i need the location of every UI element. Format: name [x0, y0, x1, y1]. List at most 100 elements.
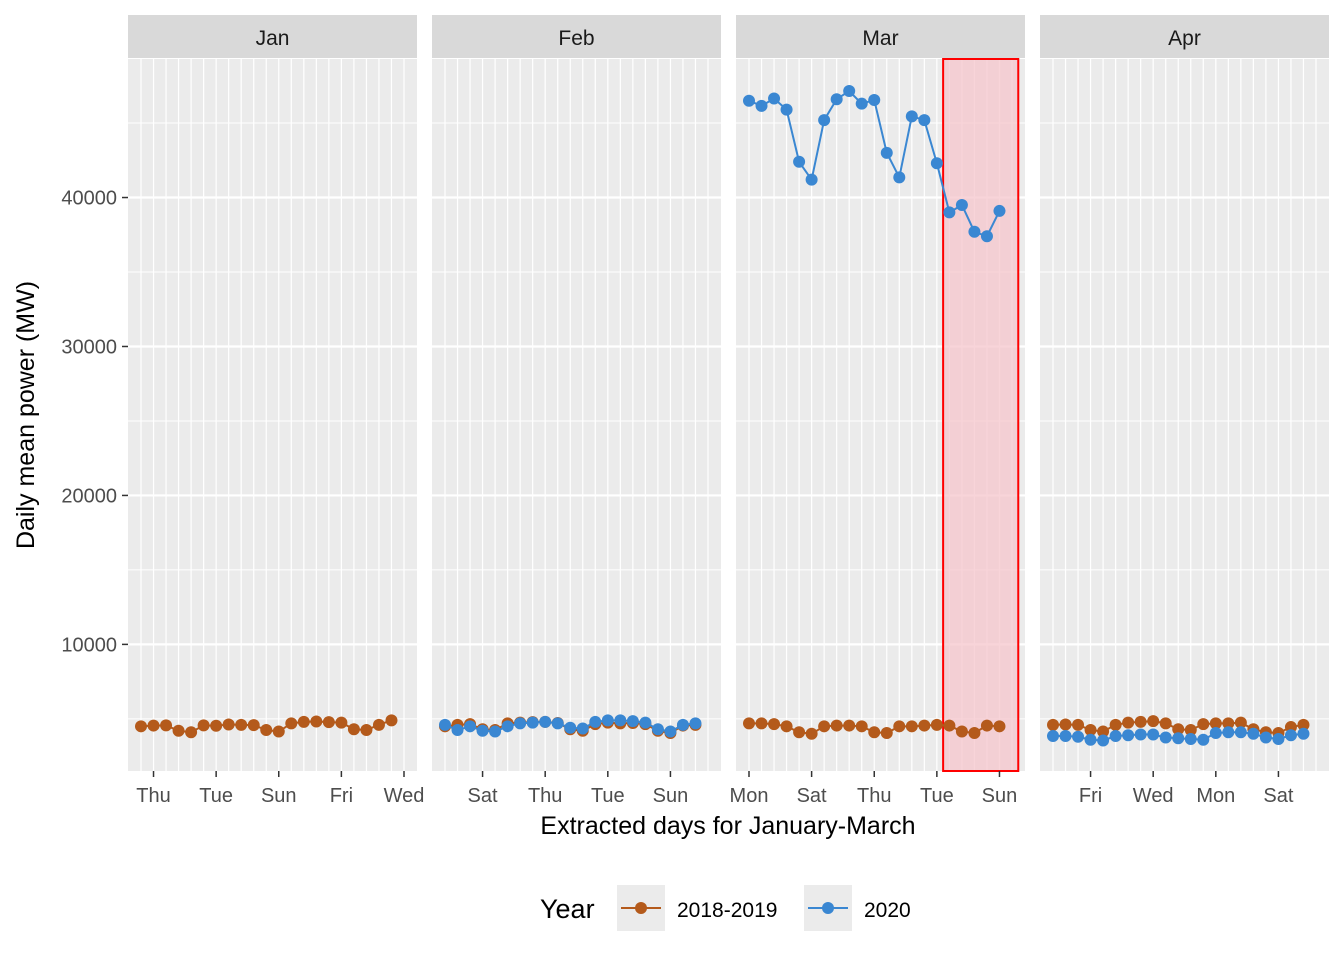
- y-tick-label: 30000: [61, 336, 117, 358]
- data-point-2020: [576, 722, 589, 735]
- data-point-2020: [676, 718, 689, 731]
- data-point-2018-2019: [210, 719, 223, 732]
- panel-mar: Mar Mon Sat Thu Tue Sun: [730, 15, 1025, 807]
- data-point-2018-2019: [260, 724, 273, 737]
- strip-label: Mar: [862, 27, 898, 50]
- data-point-2018-2019: [1147, 715, 1160, 728]
- data-point-2018-2019: [980, 719, 993, 732]
- data-point-2020: [855, 97, 868, 110]
- data-point-2018-2019: [285, 717, 298, 730]
- data-point-2020: [501, 720, 514, 733]
- highlight-region: [942, 58, 1020, 772]
- data-point-2018-2019: [905, 720, 918, 733]
- data-point-2018-2019: [780, 720, 793, 733]
- data-point-2020: [1209, 727, 1222, 740]
- data-point-2018-2019: [1172, 723, 1185, 736]
- strip-feb: [432, 15, 721, 58]
- legend-point-2020: [822, 902, 834, 914]
- data-point-2018-2019: [385, 714, 398, 727]
- data-point-2020: [539, 715, 552, 728]
- data-point-2018-2019: [1047, 718, 1059, 731]
- data-point-2018-2019: [843, 719, 856, 732]
- data-point-2018-2019: [247, 719, 260, 732]
- data-point-2020: [1159, 731, 1172, 744]
- x-tick-label: Tue: [920, 785, 954, 807]
- data-point-2020: [868, 93, 881, 106]
- data-point-2020: [755, 99, 768, 112]
- legend: Year 2018-2019 2020: [540, 885, 911, 931]
- panel-background: [432, 59, 721, 771]
- data-point-2020: [1259, 731, 1272, 744]
- data-point-2020: [1122, 729, 1135, 742]
- data-point-2020: [893, 171, 906, 184]
- data-point-2020: [1197, 733, 1210, 746]
- strip-jan: [128, 15, 417, 58]
- data-point-2020: [464, 720, 477, 733]
- data-point-2018-2019: [1234, 716, 1247, 729]
- data-point-2020: [743, 94, 755, 107]
- x-tick-label: Tue: [199, 785, 233, 807]
- x-tick-label: Sat: [1263, 785, 1293, 807]
- data-point-2020: [930, 157, 943, 170]
- data-point-2018-2019: [793, 726, 806, 739]
- data-point-2018-2019: [197, 719, 210, 732]
- data-point-2020: [514, 717, 527, 730]
- x-tick-label: Fri: [1079, 785, 1102, 807]
- data-point-2018-2019: [1184, 724, 1197, 737]
- data-point-2020: [780, 103, 793, 116]
- data-point-2020: [526, 716, 539, 729]
- strip-label: Jan: [256, 27, 290, 50]
- panel-feb: Feb Sat Thu Tue Sun: [432, 15, 721, 807]
- x-tick-label: Fri: [330, 785, 353, 807]
- data-point-2020: [589, 715, 602, 728]
- data-point-2020: [968, 225, 981, 238]
- data-point-2018-2019: [172, 724, 185, 737]
- data-point-2018-2019: [805, 727, 818, 740]
- data-point-2020: [439, 718, 451, 731]
- x-tick-label: Sun: [261, 785, 297, 807]
- data-point-2020: [1184, 732, 1197, 745]
- data-point-2018-2019: [147, 719, 160, 732]
- x-tick-label: Thu: [136, 785, 170, 807]
- data-point-2018-2019: [968, 727, 981, 740]
- data-point-2018-2019: [768, 718, 781, 731]
- x-tick-label: Mon: [730, 785, 769, 807]
- data-point-2020: [818, 114, 831, 127]
- data-point-2020: [1059, 729, 1072, 742]
- data-point-2020: [1147, 728, 1160, 741]
- data-point-2020: [614, 714, 627, 727]
- data-point-2020: [993, 204, 1006, 217]
- data-point-2018-2019: [347, 723, 360, 736]
- data-point-2020: [805, 173, 818, 186]
- data-point-2020: [626, 715, 639, 728]
- data-point-2018-2019: [1197, 718, 1210, 731]
- data-point-2018-2019: [880, 727, 893, 740]
- data-point-2020: [551, 717, 564, 730]
- panel-jan: Jan Thu Tue Sun Fri Wed: [128, 15, 424, 807]
- data-point-2020: [639, 716, 652, 729]
- y-tick-label: 10000: [61, 634, 117, 656]
- data-point-2020: [476, 724, 489, 737]
- data-point-2020: [1084, 733, 1097, 746]
- data-point-2018-2019: [222, 718, 235, 731]
- data-point-2020: [489, 725, 502, 738]
- legend-label-2020: 2020: [864, 899, 911, 922]
- y-axis-title: Daily mean power (MW): [12, 281, 40, 549]
- data-point-2020: [1172, 732, 1185, 745]
- facet-panels: Jan Thu Tue Sun Fri Wed Feb Sat Thu Tue Sun Mar Mon S…: [128, 15, 1329, 807]
- x-axis-title: Extracted days for January-March: [540, 812, 915, 840]
- panel-apr: Apr Fri Wed Mon Sat: [1040, 15, 1329, 807]
- data-point-2018-2019: [335, 716, 348, 729]
- data-point-2020: [955, 198, 968, 211]
- data-point-2020: [830, 93, 843, 106]
- data-point-2020: [689, 717, 702, 730]
- x-tick-label: Wed: [1133, 785, 1174, 807]
- x-tick-label: Sun: [982, 785, 1018, 807]
- data-point-2018-2019: [1059, 718, 1072, 731]
- y-axis: 10000 20000 30000 40000: [61, 188, 128, 656]
- x-tick-label: Sat: [797, 785, 827, 807]
- data-point-2020: [1047, 729, 1059, 742]
- legend-point-2018-2019: [635, 902, 647, 914]
- y-tick-label: 40000: [61, 188, 117, 210]
